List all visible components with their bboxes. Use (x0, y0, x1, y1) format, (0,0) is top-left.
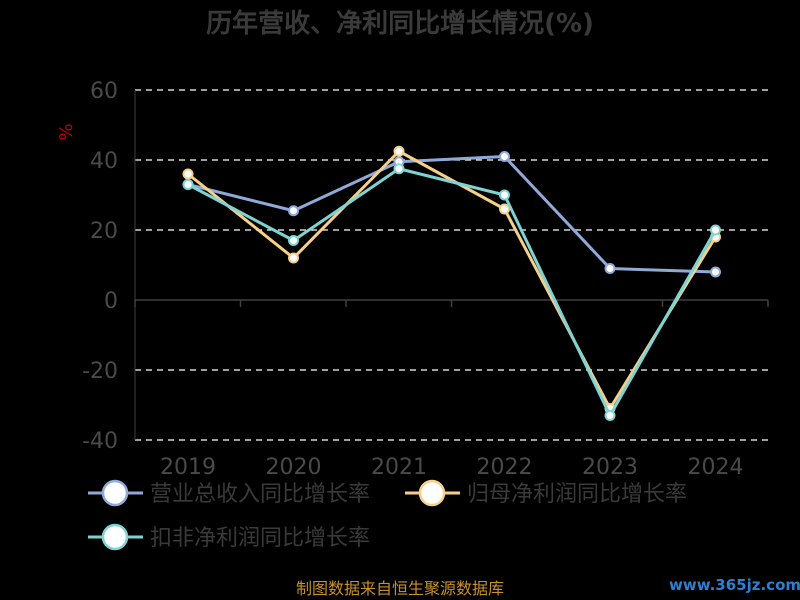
data-point (393, 163, 405, 175)
x-tick-labels: 2019 2020 2021 2022 2023 2024 (160, 455, 744, 480)
data-point (393, 145, 405, 157)
y-tick-label: -40 (82, 429, 118, 454)
legend-marker (101, 479, 129, 507)
data-source-note: 制图数据来自恒生聚源数据库 (296, 579, 504, 598)
data-point (288, 252, 299, 264)
y-tick-label: 40 (90, 149, 118, 174)
data-point (604, 263, 616, 274)
site-watermark: www.365jz.com (669, 576, 800, 594)
series-line-2 (187, 149, 717, 410)
data-point (182, 179, 194, 190)
data-point (182, 168, 194, 180)
x-tick-label: 2019 (160, 455, 216, 480)
legend-label: 扣非净利润同比增长率 (150, 526, 370, 551)
y-tick-label: 60 (90, 79, 118, 104)
data-point (499, 203, 510, 215)
x-tick-label: 2020 (266, 455, 322, 480)
data-point (499, 151, 510, 162)
data-point (604, 410, 616, 421)
y-axis-label: % (56, 123, 77, 140)
series-line-3 (187, 167, 717, 417)
data-point (710, 266, 721, 278)
data-point (288, 205, 299, 217)
x-tick-label: 2022 (477, 455, 533, 480)
legend-marker (101, 523, 129, 551)
legend-label: 归母净利润同比增长率 (467, 482, 687, 507)
series-line-1 (187, 155, 716, 274)
axes (134, 90, 769, 440)
data-point (499, 189, 510, 201)
y-tick-label: -20 (82, 359, 118, 384)
y-tick-label: 0 (104, 289, 118, 314)
y-tick-label: 20 (90, 219, 118, 244)
x-tick-label: 2021 (371, 455, 427, 480)
x-tick-label: 2023 (582, 455, 638, 480)
data-point (710, 224, 721, 236)
legend-label: 营业总收入同比增长率 (150, 482, 370, 507)
series-lines (182, 145, 721, 421)
x-tick-label: 2024 (688, 455, 744, 480)
y-tick-labels: 60 40 20 0 -20 -40 (82, 79, 118, 454)
legend-marker (418, 479, 446, 507)
data-point (288, 235, 299, 246)
chart-title: 历年营收、净利同比增长情况(%) (206, 8, 594, 39)
grid-lines (135, 89, 768, 441)
